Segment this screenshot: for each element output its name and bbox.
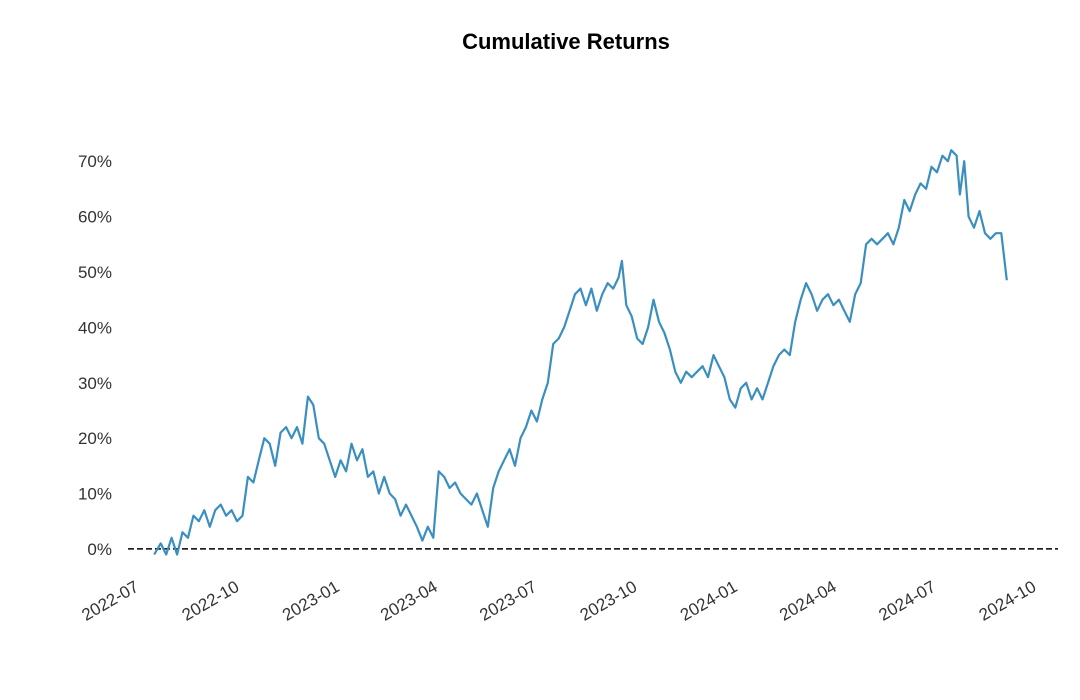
x-tick-label: 2023-01 <box>279 577 343 625</box>
x-axis-ticks: 2022-07 2022-10 2023-01 2023-04 2023-07 2023-… <box>78 577 1039 625</box>
y-tick-label: 70% <box>78 152 112 171</box>
cumulative-returns-line <box>153 149 1008 556</box>
chart-title: Cumulative Returns <box>462 29 670 54</box>
x-tick-label: 2024-04 <box>776 577 840 625</box>
x-tick-label: 2022-07 <box>78 577 142 625</box>
x-tick-label: 2023-10 <box>577 577 641 625</box>
y-tick-label: 20% <box>78 429 112 448</box>
x-tick-label: 2024-01 <box>677 577 741 625</box>
x-tick-label: 2024-07 <box>875 577 939 625</box>
y-axis-ticks: 0% 10% 20% 30% 40% 50% 60% 70% <box>78 152 112 559</box>
y-tick-label: 50% <box>78 263 112 282</box>
y-tick-label: 60% <box>78 208 112 227</box>
x-tick-label: 2022-10 <box>179 577 243 625</box>
y-tick-label: 0% <box>87 540 112 559</box>
y-tick-label: 30% <box>78 374 112 393</box>
x-tick-label: 2023-04 <box>377 577 441 625</box>
y-tick-label: 10% <box>78 485 112 504</box>
x-tick-label: 2023-07 <box>476 577 540 625</box>
x-tick-label: 2024-10 <box>976 577 1040 625</box>
series-layer <box>153 149 1008 556</box>
y-tick-label: 40% <box>78 318 112 337</box>
